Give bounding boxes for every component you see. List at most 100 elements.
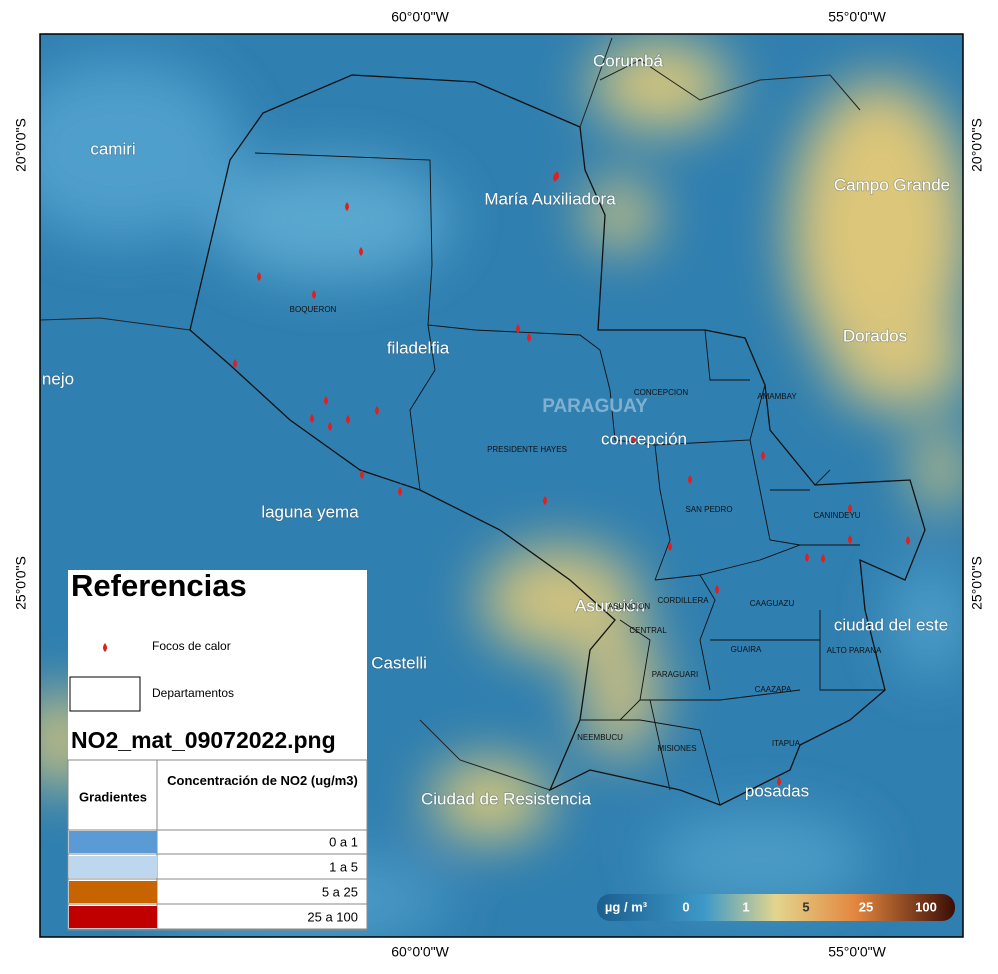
department-label: NEEMBUCU	[577, 733, 623, 742]
lon-label: 60°0'0"W	[391, 944, 449, 960]
gradient-swatch	[69, 856, 157, 878]
city-label: concepción	[601, 429, 687, 448]
department-label: MISIONES	[657, 744, 696, 753]
gradient-swatch	[69, 831, 157, 853]
colorbar-label: 1	[742, 899, 749, 914]
fire-point	[345, 202, 349, 211]
department-label: SAN PEDRO	[685, 505, 732, 514]
colorbar-label: 25	[859, 899, 873, 914]
lat-label: 25°0'0"S	[969, 556, 985, 610]
department-label: BOQUERON	[290, 305, 337, 314]
city-label: María Auxiliadora	[484, 189, 616, 208]
city-label: posadas	[745, 781, 809, 800]
city-label: camiri	[90, 139, 135, 158]
fire-point	[543, 496, 547, 505]
department-label: AMAMBAY	[757, 392, 797, 401]
fire-point	[906, 536, 910, 545]
fire-point	[715, 585, 719, 594]
department-label: PRESIDENTE HAYES	[487, 445, 567, 454]
lat-label: 20°0'0"S	[969, 118, 985, 172]
map-area	[40, 34, 963, 937]
legend-raster-name: NO2_mat_09072022.png	[71, 727, 336, 753]
colorbar-ramp	[597, 894, 955, 921]
city-label: Asunción	[575, 596, 645, 615]
city-label: Campo Grande	[834, 175, 950, 194]
legend-item: Departamentos	[152, 686, 234, 700]
fire-point	[821, 554, 825, 563]
table-header: Concentración de NO2 (ug/m3)	[167, 773, 358, 788]
city-label: Dorados	[843, 326, 907, 345]
department-label: ITAPUA	[772, 739, 801, 748]
fire-point	[233, 359, 237, 368]
department-boundaries	[254, 152, 885, 806]
fire-point	[805, 553, 809, 562]
fire-point	[359, 247, 363, 256]
department-label: CORDILLERA	[657, 596, 709, 605]
no2-raster	[40, 40, 963, 937]
gradient-range: 25 a 100	[307, 909, 358, 924]
fire-point	[688, 475, 692, 484]
legend-table: Gradientes Concentración de NO2 (ug/m3) …	[67, 759, 368, 931]
city-label: Ciudad de Resistencia	[421, 789, 592, 808]
colorbar-label: 5	[802, 899, 809, 914]
department-label: ALTO PARANA	[827, 646, 882, 655]
fire-point	[553, 173, 557, 182]
department-label: CAAZAPA	[755, 685, 792, 694]
fire-point	[777, 777, 781, 786]
fire-point	[328, 422, 332, 431]
lon-label: 55°0'0"W	[828, 9, 886, 25]
colorbar: µg / m³ 0 1 5 25 100	[597, 894, 955, 921]
colorbar-unit: µg / m³	[605, 899, 648, 914]
table-header: Gradientes	[79, 789, 147, 804]
fire-point	[527, 333, 531, 342]
fire-points	[233, 171, 910, 786]
gradient-swatch	[69, 881, 157, 903]
table-border	[67, 759, 368, 931]
fire-point	[761, 451, 765, 460]
department-label: CENTRAL	[629, 626, 667, 635]
legend-department-symbol	[69, 676, 141, 712]
fire-point	[310, 414, 314, 423]
country-borders	[40, 37, 861, 791]
fire-point	[398, 487, 402, 496]
fire-point	[848, 535, 852, 544]
city-label: laguna yema	[261, 502, 359, 521]
table-header-box: Concentración de NO2 (ug/m3)	[167, 773, 358, 788]
colorbar-label: 0	[682, 899, 689, 914]
fire-point	[360, 470, 364, 479]
city-labels: Corumbá camiri María Auxiliadora Campo Gran…	[41, 51, 951, 810]
fire-point	[848, 504, 852, 513]
fire-point	[516, 324, 520, 333]
gradient-range: 5 a 25	[322, 884, 358, 899]
fire-point	[324, 396, 328, 405]
city-label: PARAGUAY	[542, 396, 648, 417]
legend: Referencias Focos de calor Departamentos…	[67, 568, 368, 931]
department-label: GUAIRA	[731, 645, 762, 654]
gradient-swatch	[69, 906, 157, 928]
map-frame	[39, 33, 964, 938]
city-label: Corumbá	[593, 51, 663, 70]
fire-point	[632, 434, 636, 443]
colorbar-label: 100	[915, 899, 937, 914]
gradient-range: 1 a 5	[329, 859, 358, 874]
lon-label: 55°0'0"W	[828, 944, 886, 960]
city-label: é Castelli	[357, 653, 427, 672]
lat-label: 25°0'0"S	[13, 556, 29, 610]
legend-title: Referencias	[71, 568, 247, 603]
lon-label: 60°0'0"W	[391, 9, 449, 25]
legend-fire-symbol	[103, 643, 107, 652]
gradient-range: 0 a 1	[329, 834, 358, 849]
department-label: CANINDEYU	[813, 511, 860, 520]
department-label: CONCEPCION	[634, 388, 688, 397]
department-label: CAAGUAZU	[750, 599, 795, 608]
lat-label: 20°0'0"S	[13, 118, 29, 172]
department-labels: BOQUERON CONCEPCION AMAMBAY PRESIDENTE HAYE…	[290, 305, 882, 753]
fire-point	[668, 542, 672, 551]
department-label: PARAGUARI	[652, 670, 699, 679]
fire-point	[375, 406, 379, 415]
department-label: ASUNCION	[608, 602, 650, 611]
fire-point	[346, 415, 350, 424]
fire-point	[312, 290, 316, 299]
city-label: nejo	[42, 369, 74, 388]
